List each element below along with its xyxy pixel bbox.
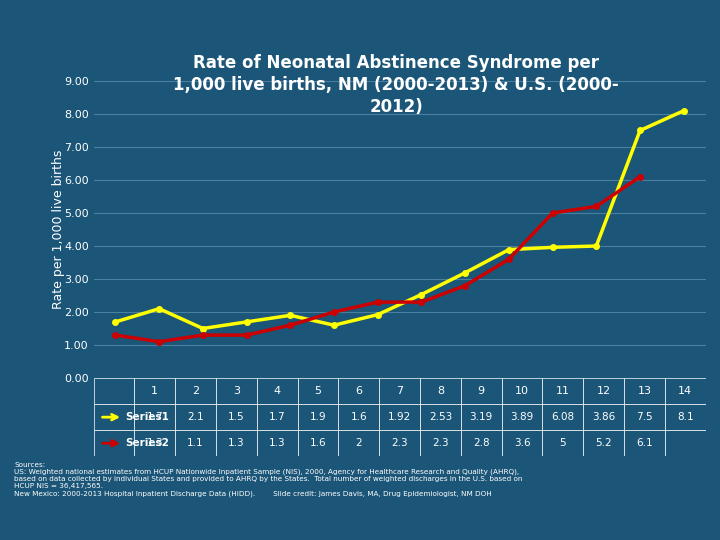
- Bar: [135, 430, 175, 456]
- Text: Series1: Series1: [125, 412, 169, 422]
- Bar: [338, 430, 379, 456]
- Text: 3.6: 3.6: [513, 438, 531, 448]
- Bar: [297, 430, 338, 456]
- Bar: [135, 404, 175, 430]
- Text: 1.6: 1.6: [351, 412, 367, 422]
- Text: 1.7: 1.7: [269, 412, 286, 422]
- Bar: [420, 378, 461, 404]
- Bar: [379, 430, 420, 456]
- Text: 7.5: 7.5: [636, 412, 653, 422]
- Bar: [420, 430, 461, 456]
- Bar: [216, 378, 257, 404]
- Text: 8.1: 8.1: [677, 412, 693, 422]
- Bar: [175, 430, 216, 456]
- Bar: [665, 378, 706, 404]
- Text: 1: 1: [151, 386, 158, 396]
- Bar: [461, 404, 502, 430]
- Text: 2.8: 2.8: [473, 438, 490, 448]
- Text: 1.3: 1.3: [269, 438, 286, 448]
- Text: 2.1: 2.1: [187, 412, 204, 422]
- Bar: [338, 378, 379, 404]
- Text: 4: 4: [274, 386, 281, 396]
- Bar: [502, 404, 542, 430]
- Bar: [94, 404, 135, 430]
- Bar: [461, 378, 502, 404]
- Bar: [379, 404, 420, 430]
- Bar: [257, 430, 297, 456]
- Text: 6.1: 6.1: [636, 438, 653, 448]
- Text: 3.86: 3.86: [592, 412, 615, 422]
- Text: 1.9: 1.9: [310, 412, 326, 422]
- Text: 3.89: 3.89: [510, 412, 534, 422]
- Text: 3.19: 3.19: [469, 412, 492, 422]
- Text: 11: 11: [556, 386, 570, 396]
- Bar: [542, 430, 583, 456]
- Bar: [583, 430, 624, 456]
- Text: Series2: Series2: [125, 438, 169, 448]
- Bar: [624, 430, 665, 456]
- Text: 1.5: 1.5: [228, 412, 245, 422]
- Text: 2: 2: [192, 386, 199, 396]
- Bar: [542, 404, 583, 430]
- Bar: [297, 378, 338, 404]
- Bar: [665, 404, 706, 430]
- Bar: [175, 378, 216, 404]
- Text: 6: 6: [355, 386, 362, 396]
- Text: 2: 2: [356, 438, 362, 448]
- Text: 7: 7: [396, 386, 403, 396]
- Text: 1.7: 1.7: [146, 412, 163, 422]
- Bar: [583, 378, 624, 404]
- Bar: [297, 404, 338, 430]
- Text: 5: 5: [559, 438, 566, 448]
- Text: 1.92: 1.92: [388, 412, 411, 422]
- Text: 12: 12: [597, 386, 611, 396]
- Bar: [94, 430, 135, 456]
- Bar: [216, 430, 257, 456]
- Text: 14: 14: [678, 386, 692, 396]
- Text: 13: 13: [637, 386, 652, 396]
- Text: 6.08: 6.08: [552, 412, 575, 422]
- Bar: [257, 404, 297, 430]
- Bar: [502, 378, 542, 404]
- Bar: [379, 378, 420, 404]
- Text: 10: 10: [515, 386, 529, 396]
- Text: 2.3: 2.3: [391, 438, 408, 448]
- Y-axis label: Rate per 1,000 live births: Rate per 1,000 live births: [52, 150, 65, 309]
- Text: 5.2: 5.2: [595, 438, 612, 448]
- Bar: [542, 378, 583, 404]
- Text: 8: 8: [437, 386, 444, 396]
- Bar: [135, 378, 175, 404]
- Bar: [461, 430, 502, 456]
- Text: Sources:
US: Weighted national estimates from HCUP Nationwide Inpatient Sample (: Sources: US: Weighted national estimates…: [14, 462, 523, 497]
- Text: 1.3: 1.3: [228, 438, 245, 448]
- Text: Rate of Neonatal Abstinence Syndrome per
1,000 live births, NM (2000-2013) & U.S: Rate of Neonatal Abstinence Syndrome per…: [173, 54, 619, 117]
- Bar: [216, 404, 257, 430]
- Text: 1.1: 1.1: [187, 438, 204, 448]
- Text: 2.53: 2.53: [429, 412, 452, 422]
- Bar: [665, 430, 706, 456]
- Text: 3: 3: [233, 386, 240, 396]
- Bar: [338, 404, 379, 430]
- Text: 1.3: 1.3: [146, 438, 163, 448]
- Bar: [583, 404, 624, 430]
- Bar: [94, 378, 135, 404]
- Bar: [502, 430, 542, 456]
- Text: 2.3: 2.3: [432, 438, 449, 448]
- Bar: [420, 404, 461, 430]
- Bar: [624, 404, 665, 430]
- Bar: [175, 404, 216, 430]
- Text: 1.6: 1.6: [310, 438, 326, 448]
- Bar: [624, 378, 665, 404]
- Text: 9: 9: [477, 386, 485, 396]
- Text: 5: 5: [315, 386, 322, 396]
- Bar: [257, 378, 297, 404]
